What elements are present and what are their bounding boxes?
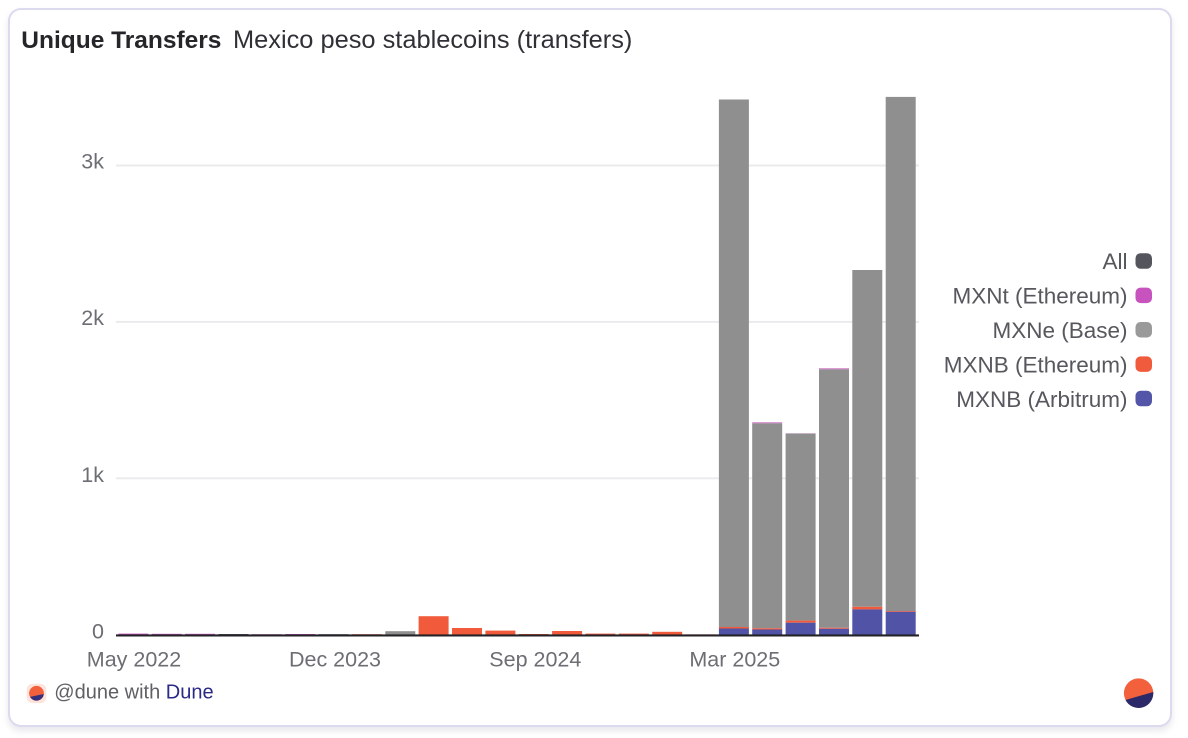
svg-text:2k: 2k: [81, 306, 104, 330]
svg-text:May 2022: May 2022: [87, 648, 181, 672]
svg-text:MXNB (Ethereum): MXNB (Ethereum): [944, 352, 1128, 377]
svg-text:Unique Transfers: Unique Transfers: [21, 27, 221, 54]
svg-text:Mar 2025: Mar 2025: [689, 648, 780, 672]
svg-text:MXNB (Arbitrum): MXNB (Arbitrum): [956, 387, 1127, 412]
svg-text:MXNe (Base): MXNe (Base): [992, 318, 1127, 343]
svg-text:1k: 1k: [81, 463, 104, 487]
svg-text:Mexico peso stablecoins (trans: Mexico peso stablecoins (transfers): [233, 26, 632, 54]
svg-text:3k: 3k: [81, 149, 104, 173]
svg-text:All: All: [1102, 249, 1127, 274]
svg-text:@dune with Dune: @dune with Dune: [54, 682, 213, 704]
svg-text:0: 0: [92, 620, 104, 644]
svg-text:Sep 2024: Sep 2024: [489, 648, 581, 672]
svg-text:MXNt (Ethereum): MXNt (Ethereum): [952, 284, 1127, 309]
svg-text:Dec 2023: Dec 2023: [289, 648, 381, 672]
